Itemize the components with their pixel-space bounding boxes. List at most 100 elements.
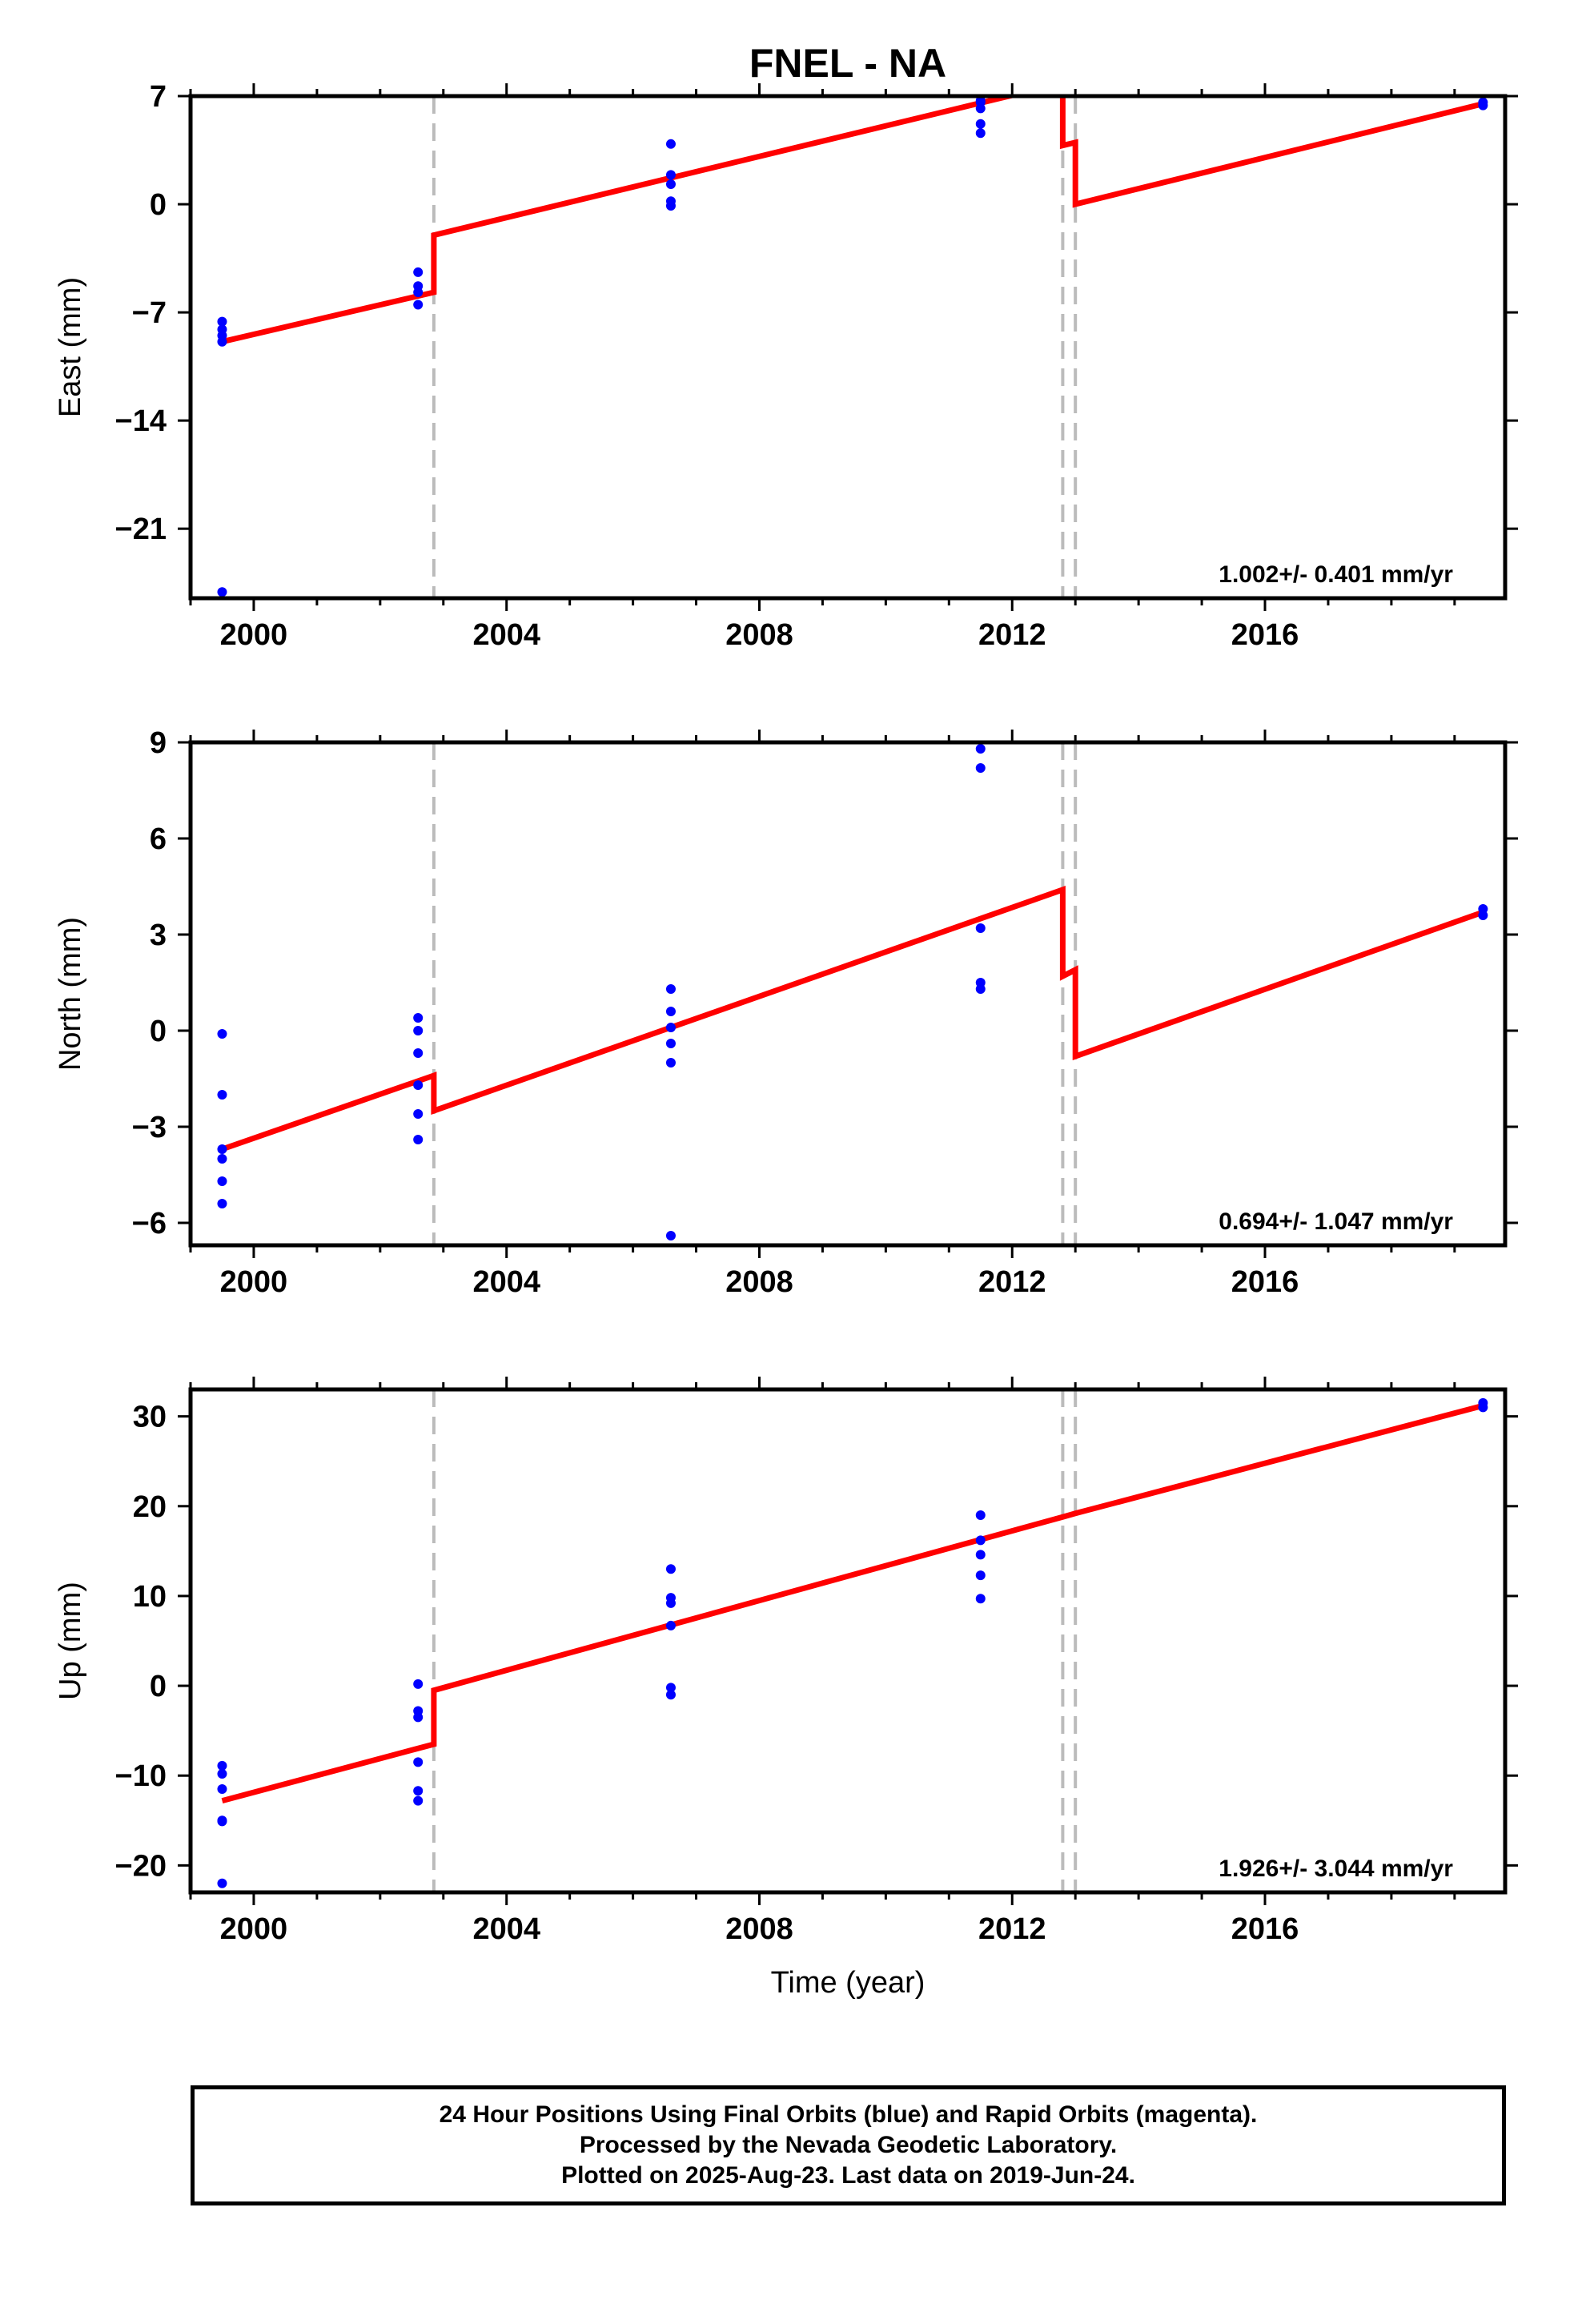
data-point [975,1594,986,1604]
data-point [413,1048,424,1058]
y-axis-label: North (mm) [54,917,87,1071]
x-tick-label: 2016 [1231,618,1299,652]
data-point [413,1795,424,1806]
y-tick-label: 0 [150,1015,167,1048]
model-line [221,886,1484,1152]
data-point [413,287,424,298]
data-point [217,1090,227,1100]
y-tick-label: 30 [133,1401,167,1434]
data-point [665,179,676,189]
x-tick-label: 2016 [1231,1912,1299,1946]
y-axis-label: Up (mm) [54,1582,87,1700]
y-tick-label: 7 [150,80,167,114]
x-tick-label: 2016 [1231,1265,1299,1299]
x-tick-label: 2004 [472,1265,540,1299]
data-point [665,200,676,211]
data-point [413,267,424,277]
north-panel: 2000 2004 2008 2012 2016 9 6 3 0 −3 −6 North (mm) 0.… [54,726,1518,1299]
footer-box: 24 Hour Positions Using Final Orbits (bl… [191,2085,1506,2205]
data-point [665,1564,676,1574]
data-point [665,1058,676,1068]
data-point [1478,1402,1488,1413]
data-point [975,1510,986,1520]
data-point [217,1878,227,1888]
y-tick-label: 3 [150,919,167,952]
plot-frame [188,1387,1508,1895]
x-tick-label: 2004 [472,618,540,652]
data-point [413,1080,424,1090]
data-point [217,1176,227,1186]
data-point [217,1154,227,1164]
data-point [665,984,676,994]
data-point [975,763,986,773]
data-point [217,1816,227,1827]
data-point [217,587,227,597]
data-point [665,1023,676,1032]
data-point [665,1231,676,1240]
y-tick-label: 20 [133,1490,167,1524]
x-tick-label: 2000 [220,1265,288,1299]
data-point [217,1768,227,1779]
data-point [413,1679,424,1689]
data-point [975,119,986,129]
x-axis-label: Time (year) [771,1966,926,2000]
rate-label: 1.002+/- 0.401 mm/yr [1219,561,1453,588]
x-tick-label: 2000 [220,1912,288,1946]
data-point [665,1690,676,1700]
data-point [217,1144,227,1154]
y-tick-label: −6 [132,1207,167,1240]
data-layer [217,96,1488,597]
data-point [413,1135,424,1144]
x-tick-label: 2004 [472,1912,540,1946]
data-point [217,1199,227,1208]
rate-label: 1.926+/- 3.044 mm/yr [1219,1856,1453,1882]
data-point [1478,911,1488,920]
y-tick-label: −10 [115,1759,167,1793]
chart-title: FNEL - NA [749,41,946,86]
y-tick-label: −21 [115,513,167,546]
data-point [665,1007,676,1016]
y-tick-label: 9 [150,726,167,760]
data-point [217,336,227,347]
y-tick-label: 10 [133,1580,167,1614]
model-line [221,1402,1484,1803]
y-tick-label: −3 [132,1111,167,1144]
data-point [975,1570,986,1581]
data-point [413,1026,424,1035]
data-point [665,1598,676,1608]
rate-label: 0.694+/- 1.047 mm/yr [1219,1208,1453,1235]
data-point [217,316,227,327]
data-point [975,923,986,933]
data-point [413,1109,424,1119]
x-tick-label: 2012 [978,618,1046,652]
data-point [665,1683,676,1693]
data-point [975,128,986,139]
data-point [413,1757,424,1767]
data-point [413,1712,424,1723]
y-tick-label: 0 [150,188,167,222]
data-point [665,1039,676,1048]
x-tick-label: 2008 [725,1912,793,1946]
plot-frame [188,740,1508,1248]
data-point [975,744,986,754]
data-layer [217,744,1488,1240]
x-tick-label: 2008 [725,618,793,652]
data-point [217,1760,227,1771]
data-point [665,139,676,149]
data-point [413,1786,424,1796]
y-tick-label: 6 [150,822,167,856]
x-tick-label: 2012 [978,1912,1046,1946]
data-point [975,1550,986,1560]
plot-frame [188,94,1508,601]
data-point [217,1784,227,1795]
data-point [217,1029,227,1039]
data-point [665,1620,676,1630]
data-point [975,984,986,994]
y-tick-label: −20 [115,1849,167,1883]
data-point [1478,100,1488,111]
x-tick-label: 2012 [978,1265,1046,1299]
x-tick-label: 2000 [220,618,288,652]
data-point [413,300,424,310]
data-point [413,1013,424,1023]
